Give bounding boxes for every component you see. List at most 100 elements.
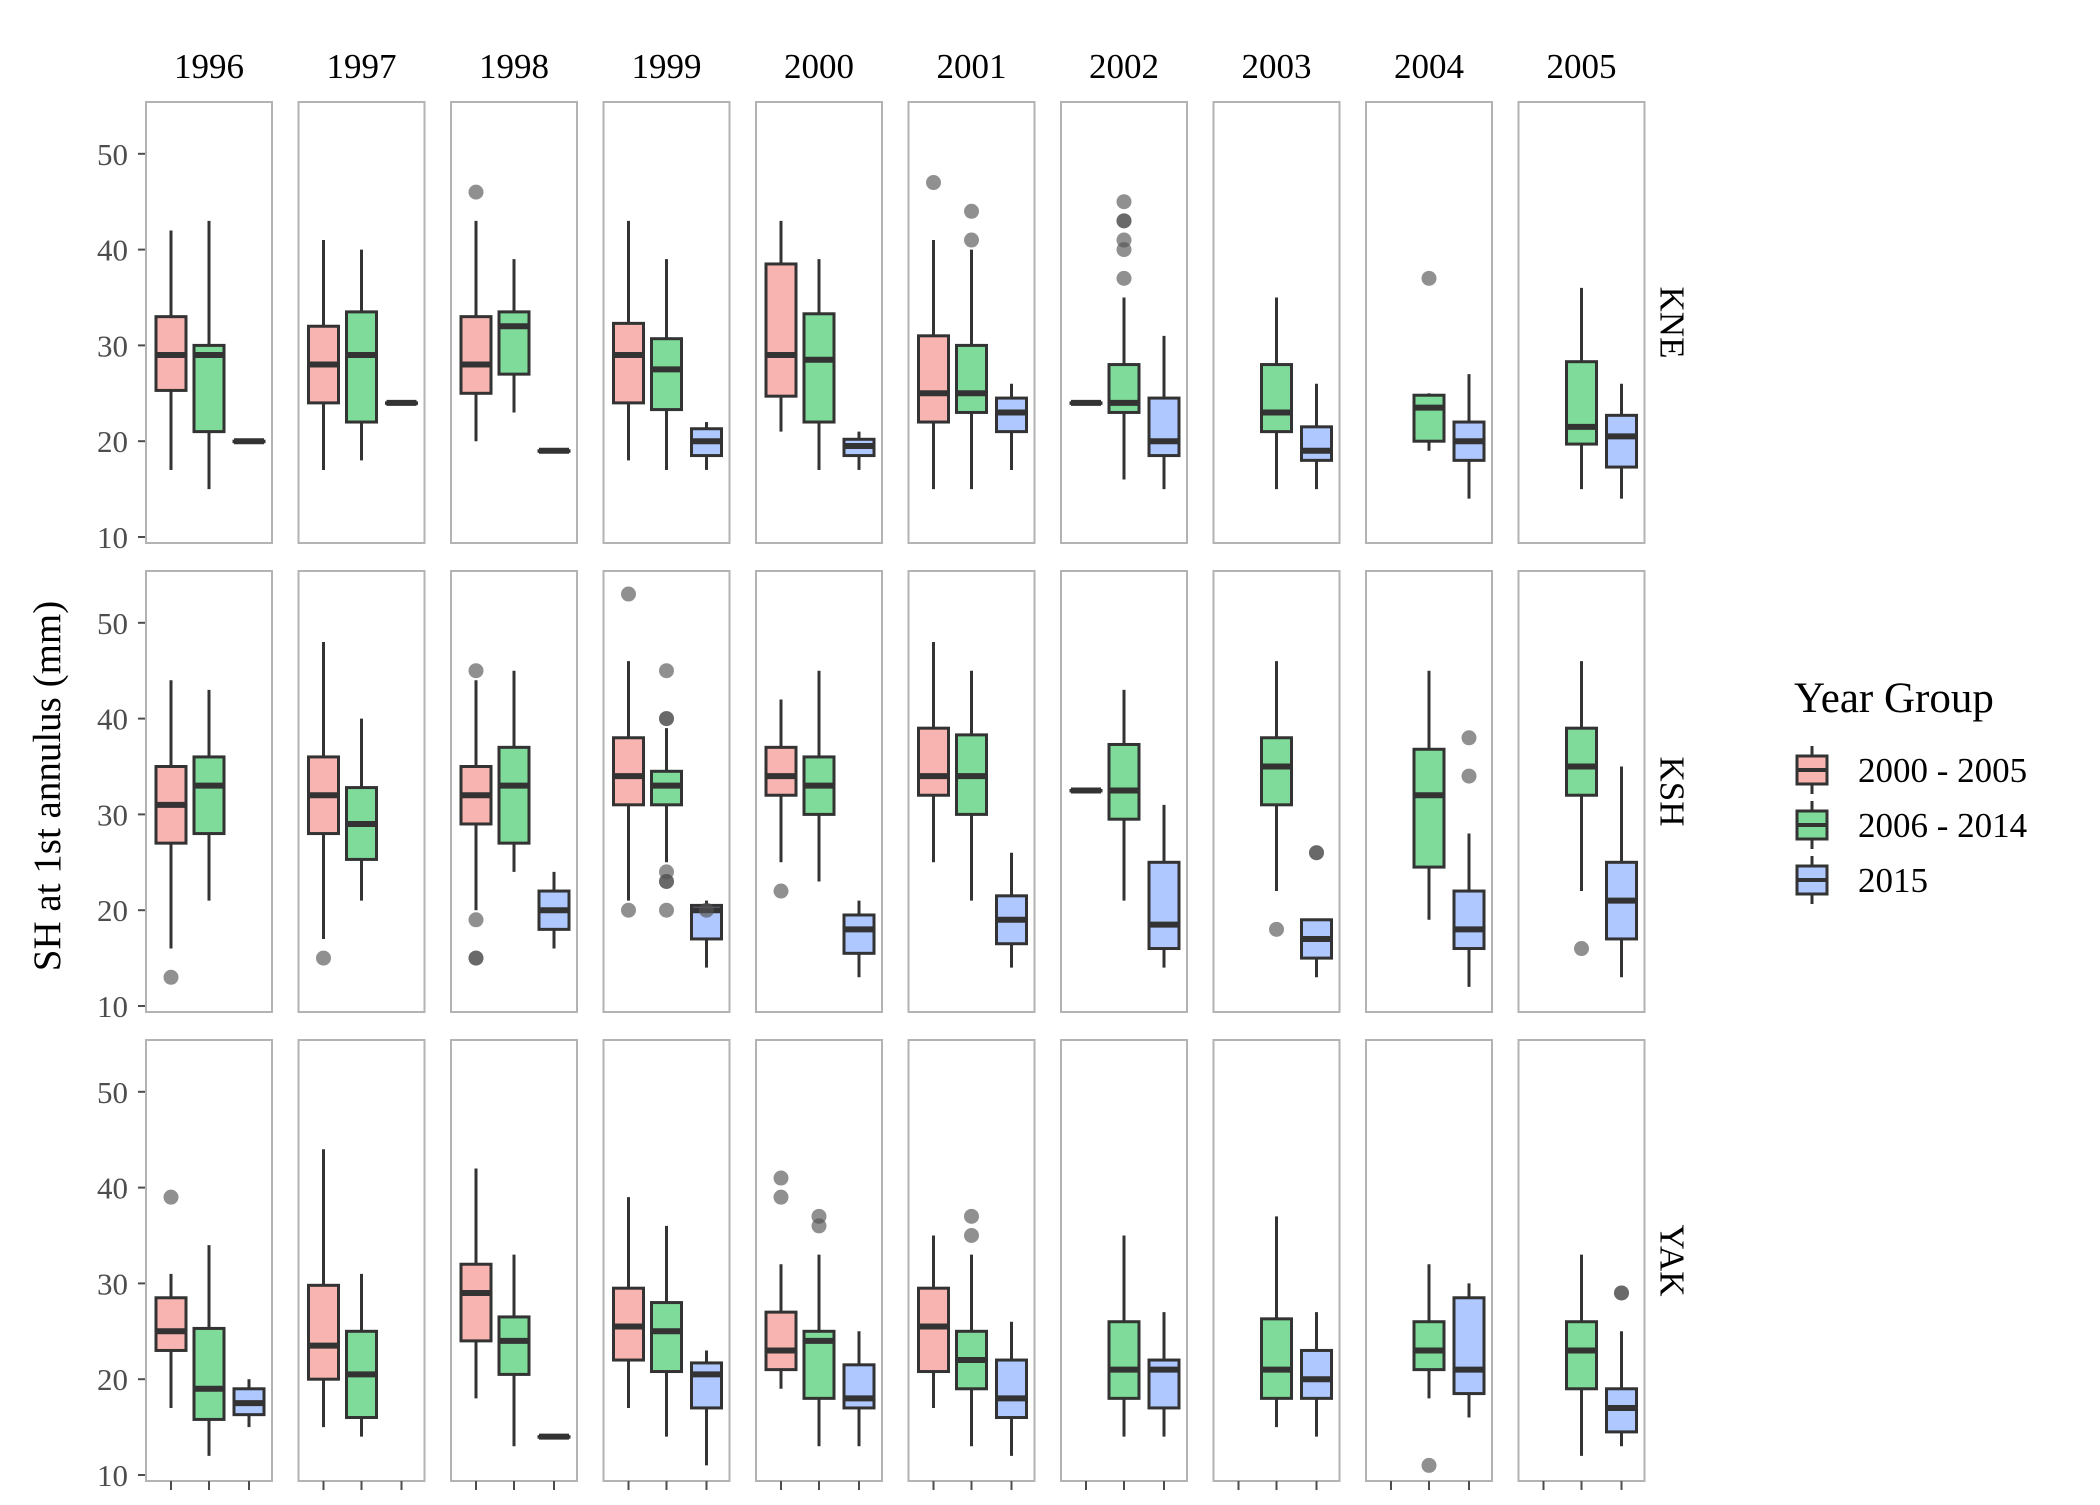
box-2006 - 2014 bbox=[1565, 287, 1598, 490]
outlier-point bbox=[964, 1228, 979, 1243]
facet-row-label: YAK bbox=[1653, 1225, 1692, 1297]
outlier-point bbox=[1309, 845, 1324, 861]
panel-YAK-1997 bbox=[297, 1039, 426, 1482]
box bbox=[1412, 393, 1446, 443]
y-tick-label: 10 bbox=[97, 520, 128, 555]
box-2006 - 2014 bbox=[955, 203, 988, 490]
box-2015 bbox=[1300, 1312, 1333, 1437]
panel-YAK-1998 bbox=[450, 1039, 578, 1482]
outlier-point bbox=[964, 1208, 979, 1224]
facet-column-label: 2001 bbox=[937, 47, 1007, 86]
panel-KSH-1996 bbox=[145, 570, 273, 1013]
outlier-point bbox=[163, 1189, 179, 1205]
box-2015 bbox=[232, 1379, 266, 1428]
facet-column-label: 1998 bbox=[479, 47, 549, 86]
box-2000 - 2005 bbox=[154, 230, 188, 470]
box bbox=[1107, 742, 1141, 821]
box bbox=[1565, 360, 1598, 446]
panel-KNE-2001 bbox=[907, 101, 1036, 544]
box-2000 - 2005 bbox=[764, 699, 798, 899]
legend-title: Year Group bbox=[1794, 675, 1994, 722]
outlier-point bbox=[1116, 270, 1132, 286]
outlier-point bbox=[659, 873, 674, 889]
y-axis-title: SH at 1st annulus (mm) bbox=[26, 601, 69, 971]
box-2000 - 2005 bbox=[917, 175, 950, 490]
box-2006 - 2014 bbox=[1412, 670, 1446, 920]
box-2015 bbox=[1147, 804, 1181, 968]
box bbox=[1452, 889, 1486, 951]
box-2006 - 2014 bbox=[650, 1225, 683, 1437]
box bbox=[459, 315, 493, 395]
panel-KNE-1998 bbox=[450, 101, 578, 544]
box-2006 - 2014 bbox=[1565, 1254, 1598, 1456]
y-tick-label: 20 bbox=[97, 893, 128, 928]
facet-column-label: 2002 bbox=[1089, 47, 1159, 86]
panel-KSH-2003 bbox=[1212, 570, 1341, 1013]
y-tick-label: 50 bbox=[97, 606, 128, 641]
outlier-point bbox=[926, 175, 941, 191]
box bbox=[154, 1296, 188, 1352]
outlier-point bbox=[659, 711, 674, 727]
panel-YAK-2004 bbox=[1365, 1039, 1493, 1482]
box-2000 - 2005 bbox=[764, 220, 798, 432]
box-2015 bbox=[1147, 1312, 1181, 1437]
box-2006 - 2014 bbox=[802, 670, 836, 882]
box-2015 bbox=[537, 447, 571, 454]
box bbox=[612, 736, 645, 807]
panel-KSH-2004 bbox=[1365, 570, 1493, 1013]
legend-label: 2015 bbox=[1858, 861, 1928, 900]
box-2006 - 2014 bbox=[1107, 194, 1141, 480]
box bbox=[1605, 413, 1638, 469]
box bbox=[1107, 1320, 1141, 1400]
legend-label: 2006 - 2014 bbox=[1858, 806, 2027, 845]
box-2006 - 2014 bbox=[192, 220, 226, 490]
outlier-point bbox=[659, 663, 674, 679]
y-tick-label: 50 bbox=[97, 137, 128, 172]
box bbox=[690, 1361, 723, 1410]
box-2015 bbox=[1452, 730, 1486, 987]
box-2015 bbox=[385, 399, 418, 406]
box bbox=[842, 1363, 876, 1410]
box-2006 - 2014 bbox=[497, 259, 531, 413]
box-2000 - 2005 bbox=[917, 641, 950, 863]
box-2015 bbox=[690, 1350, 723, 1466]
box bbox=[1412, 747, 1446, 869]
outlier-point bbox=[621, 586, 636, 602]
box-2015 bbox=[1605, 1285, 1638, 1447]
box bbox=[459, 1262, 493, 1343]
box-2015 bbox=[1452, 1283, 1486, 1418]
box-2006 - 2014 bbox=[1260, 661, 1293, 937]
box-2000 - 2005 bbox=[459, 1168, 493, 1399]
panel-KNE-2002 bbox=[1060, 101, 1188, 544]
y-tick-label: 30 bbox=[97, 1266, 128, 1301]
box-2000 - 2005 bbox=[917, 1235, 950, 1408]
box-2000 - 2005 bbox=[307, 240, 340, 470]
facet-column-label: 2004 bbox=[1394, 47, 1464, 86]
panel-border bbox=[1365, 101, 1493, 544]
outlier-point bbox=[964, 232, 979, 248]
box-2015 bbox=[232, 438, 266, 445]
box bbox=[192, 343, 226, 434]
box-2000 - 2005 bbox=[1069, 787, 1103, 794]
facet-row-label: KNE bbox=[1653, 287, 1692, 359]
outlier-point bbox=[964, 203, 979, 219]
box bbox=[1260, 1317, 1293, 1400]
box-2015 bbox=[1605, 766, 1638, 978]
outlier-point bbox=[316, 950, 331, 966]
box bbox=[764, 1310, 798, 1372]
outlier-point bbox=[1269, 921, 1284, 937]
panel-border bbox=[1365, 1039, 1493, 1482]
box bbox=[650, 1301, 683, 1374]
outlier-point bbox=[1116, 194, 1132, 210]
box-2015 bbox=[690, 422, 723, 470]
outlier-point bbox=[163, 969, 179, 985]
panel-YAK-2005 bbox=[1517, 1039, 1646, 1482]
panel-YAK-2002 bbox=[1060, 1039, 1188, 1482]
box bbox=[1260, 363, 1293, 434]
panel-KNE-1999 bbox=[602, 101, 731, 544]
panel-KSH-1998 bbox=[450, 570, 578, 1013]
box-2006 - 2014 bbox=[955, 670, 988, 901]
y-tick-label: 20 bbox=[97, 1362, 128, 1397]
box bbox=[1147, 860, 1181, 951]
y-tick-label: 30 bbox=[97, 797, 128, 832]
